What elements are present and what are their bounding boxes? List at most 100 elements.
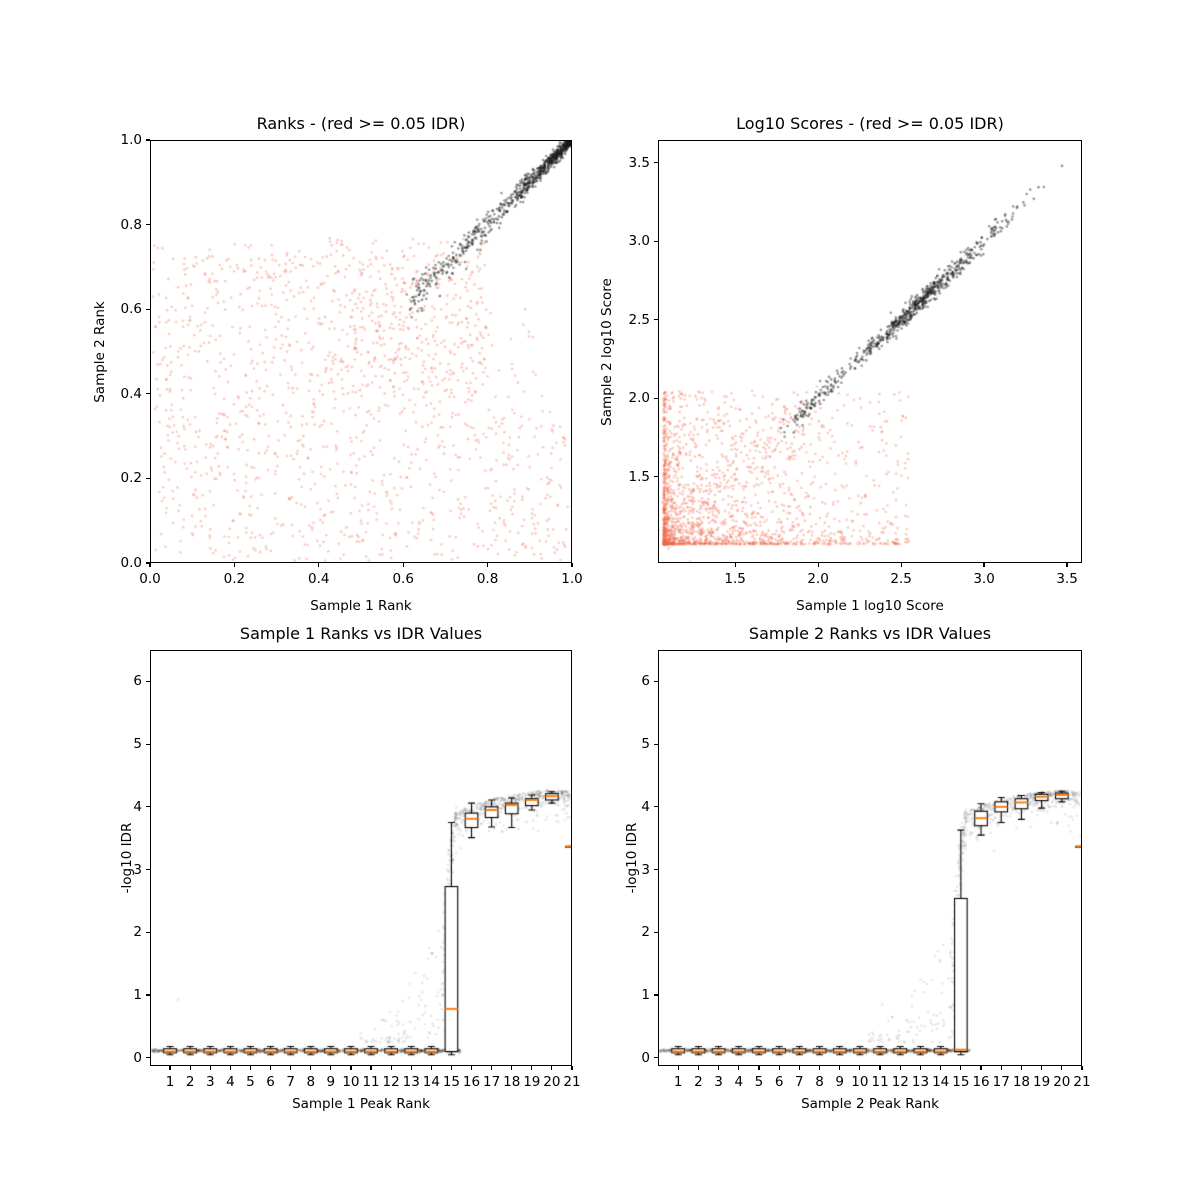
- x-tick-label: 4: [734, 1074, 744, 1090]
- y-tick-mark: [145, 680, 150, 682]
- x-tick-mark: [983, 563, 985, 567]
- x-tick-mark: [1020, 1066, 1023, 1070]
- x-tick-mark: [330, 1066, 332, 1070]
- y-tick-mark: [653, 162, 658, 164]
- x-tick-mark: [487, 563, 489, 567]
- x-tick-mark: [410, 1066, 412, 1070]
- y-tick-mark: [145, 308, 150, 310]
- x-tick-label: 0.6: [392, 571, 414, 587]
- x-tick-mark: [1066, 563, 1068, 567]
- x-tick-label: 3.5: [1056, 571, 1078, 587]
- x-tick-mark: [531, 1066, 533, 1070]
- y-tick-label: 2.0: [628, 390, 650, 407]
- x-tick-mark: [798, 1066, 800, 1070]
- x-tick-mark: [1081, 1066, 1083, 1070]
- y-tick-label: 3.0: [628, 233, 650, 250]
- x-tick-label: 8: [306, 1074, 316, 1090]
- x-tick-label: 7: [286, 1074, 295, 1090]
- x-tick-label: 13: [402, 1074, 420, 1090]
- x-tick-label: 12: [382, 1074, 400, 1090]
- x-tick-mark: [209, 1066, 211, 1070]
- x-axis-label: Sample 1 log10 Score: [796, 598, 944, 614]
- y-tick-label: 5: [641, 736, 650, 753]
- x-tick-mark: [290, 1066, 292, 1070]
- x-tick-label: 5: [754, 1074, 764, 1090]
- x-tick-label: 1: [673, 1074, 683, 1090]
- x-tick-label: 19: [523, 1074, 541, 1090]
- x-tick-mark: [1000, 1066, 1002, 1070]
- y-tick-mark: [653, 397, 658, 399]
- y-tick-mark: [145, 393, 150, 395]
- x-tick-label: 20: [543, 1074, 561, 1090]
- x-tick-label: 11: [871, 1074, 889, 1090]
- x-tick-label: 6: [266, 1074, 275, 1090]
- x-tick-mark: [677, 1066, 679, 1070]
- plot-area: [658, 650, 1082, 1066]
- y-tick-mark: [653, 869, 658, 871]
- y-tick-mark: [145, 994, 150, 996]
- x-tick-mark: [697, 1066, 699, 1070]
- x-tick-label: 15: [442, 1074, 461, 1090]
- x-tick-label: 16: [972, 1074, 990, 1090]
- plot-title: Log10 Scores - (red >= 0.05 IDR): [736, 114, 1004, 133]
- y-tick-mark: [653, 1057, 658, 1059]
- x-tick-mark: [149, 563, 151, 567]
- x-tick-mark: [1061, 1066, 1063, 1070]
- x-tick-mark: [919, 1066, 922, 1070]
- y-tick-label: 0.2: [120, 470, 142, 487]
- y-tick-mark: [653, 806, 658, 808]
- x-tick-mark: [571, 1066, 573, 1070]
- x-tick-label: 4: [226, 1074, 235, 1090]
- plot-area: [150, 650, 572, 1066]
- plot-title: Sample 2 Ranks vs IDR Values: [748, 624, 992, 643]
- x-tick-mark: [778, 1066, 780, 1070]
- x-tick-mark: [511, 1066, 513, 1070]
- x-tick-mark: [839, 1066, 841, 1070]
- x-tick-mark: [310, 1066, 312, 1070]
- x-tick-mark: [318, 563, 320, 567]
- x-tick-label: 3: [714, 1074, 723, 1090]
- x-tick-label: 2.5: [890, 571, 912, 587]
- x-tick-mark: [229, 1066, 231, 1070]
- y-tick-mark: [145, 224, 150, 226]
- x-tick-label: 20: [1053, 1074, 1071, 1090]
- x-axis-label: Sample 1 Rank: [310, 598, 412, 614]
- x-tick-mark: [350, 1066, 352, 1070]
- x-tick-label: 0.8: [476, 571, 499, 587]
- x-tick-label: 21: [563, 1074, 581, 1090]
- x-tick-label: 9: [326, 1074, 336, 1090]
- y-tick-label: 2.5: [628, 311, 650, 328]
- x-tick-label: 10: [851, 1074, 869, 1090]
- x-tick-label: 17: [483, 1074, 501, 1090]
- x-tick-mark: [738, 1066, 740, 1070]
- x-tick-label: 16: [462, 1074, 481, 1090]
- scatter-canvas: [150, 140, 572, 563]
- x-tick-mark: [169, 1066, 171, 1070]
- x-tick-mark: [269, 1066, 272, 1070]
- plot-area: [150, 140, 572, 563]
- x-tick-mark: [491, 1066, 493, 1070]
- x-tick-mark: [900, 563, 902, 567]
- x-tick-label: 3.0: [973, 571, 995, 587]
- x-tick-mark: [758, 1066, 760, 1070]
- x-tick-label: 19: [1033, 1074, 1051, 1090]
- y-tick-mark: [145, 1057, 150, 1059]
- x-tick-label: 11: [362, 1074, 380, 1090]
- y-tick-label: 1.5: [628, 468, 650, 485]
- x-tick-mark: [980, 1066, 982, 1070]
- y-tick-mark: [653, 931, 658, 933]
- x-tick-mark: [470, 1066, 473, 1070]
- y-tick-label: 0.0: [120, 555, 142, 571]
- y-axis-label: -log10 IDR: [119, 822, 135, 894]
- y-tick-label: 5: [133, 736, 142, 753]
- y-tick-label: 1: [641, 987, 650, 1004]
- y-axis-label: -log10 IDR: [624, 822, 640, 894]
- y-tick-mark: [653, 319, 658, 321]
- y-tick-label: 4: [133, 798, 142, 815]
- x-tick-mark: [734, 563, 736, 567]
- x-axis-label: Sample 1 Peak Rank: [292, 1096, 430, 1112]
- y-tick-label: 0.4: [120, 385, 142, 402]
- x-tick-label: 21: [1073, 1074, 1091, 1090]
- x-tick-label: 18: [1012, 1074, 1031, 1090]
